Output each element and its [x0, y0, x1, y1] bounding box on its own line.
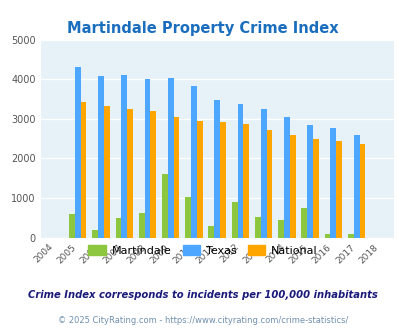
Bar: [353, 135, 359, 238]
Bar: [312, 139, 318, 238]
Bar: [301, 208, 307, 238]
Bar: [289, 135, 295, 238]
Bar: [237, 104, 243, 238]
Bar: [144, 79, 150, 238]
Bar: [162, 174, 167, 238]
Bar: [98, 76, 104, 238]
Bar: [277, 220, 284, 238]
Bar: [330, 127, 335, 238]
Bar: [127, 109, 133, 238]
Bar: [167, 78, 173, 238]
Bar: [208, 226, 214, 238]
Bar: [307, 125, 312, 238]
Bar: [266, 130, 272, 238]
Bar: [347, 234, 353, 238]
Legend: Martindale, Texas, National: Martindale, Texas, National: [84, 241, 321, 260]
Bar: [191, 86, 196, 238]
Bar: [260, 109, 266, 238]
Bar: [324, 234, 330, 238]
Bar: [121, 75, 127, 238]
Bar: [69, 214, 75, 238]
Text: Martindale Property Crime Index: Martindale Property Crime Index: [67, 20, 338, 36]
Bar: [220, 122, 225, 238]
Bar: [115, 218, 121, 238]
Bar: [214, 100, 220, 238]
Bar: [104, 106, 109, 238]
Bar: [254, 216, 260, 238]
Bar: [81, 102, 86, 238]
Bar: [150, 111, 156, 238]
Bar: [173, 117, 179, 238]
Bar: [92, 230, 98, 238]
Bar: [284, 117, 289, 238]
Bar: [231, 202, 237, 238]
Bar: [359, 144, 364, 238]
Bar: [139, 213, 144, 238]
Bar: [196, 121, 202, 238]
Bar: [185, 197, 191, 238]
Bar: [243, 123, 249, 238]
Bar: [75, 67, 81, 238]
Text: Crime Index corresponds to incidents per 100,000 inhabitants: Crime Index corresponds to incidents per…: [28, 290, 377, 300]
Bar: [335, 141, 341, 238]
Text: © 2025 CityRating.com - https://www.cityrating.com/crime-statistics/: © 2025 CityRating.com - https://www.city…: [58, 316, 347, 325]
